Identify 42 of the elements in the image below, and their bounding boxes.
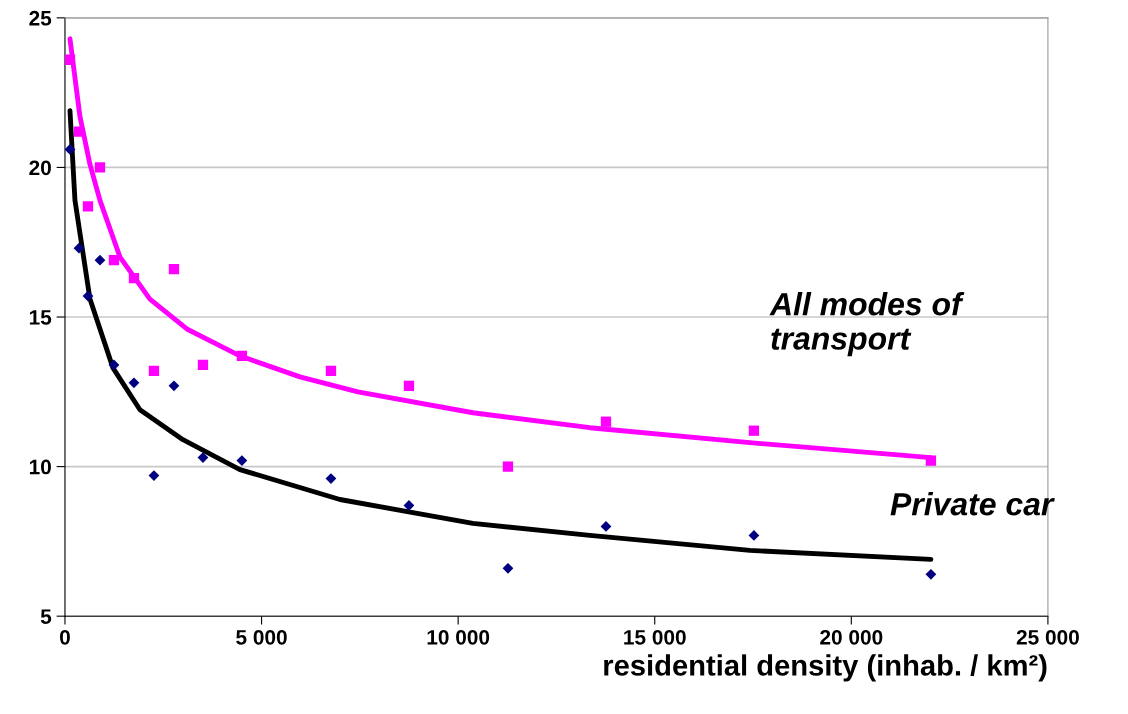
point xyxy=(748,530,760,541)
point xyxy=(148,365,160,377)
x-tick-label: 20 000 xyxy=(820,629,883,645)
x-tick-label: 0 xyxy=(60,629,70,645)
y-tick-label: 15 xyxy=(29,310,52,325)
point xyxy=(403,380,415,391)
point xyxy=(197,452,209,463)
point xyxy=(502,461,514,472)
x-tick-label: 10 000 xyxy=(427,629,490,645)
point xyxy=(108,359,120,371)
y-tick-label: 10 xyxy=(29,459,51,475)
annotation: All modes of transport xyxy=(769,292,965,357)
point xyxy=(168,380,180,392)
point xyxy=(108,255,120,266)
x-tick-label: 25 000 xyxy=(1016,629,1079,645)
annotation: Private car xyxy=(890,492,1055,516)
point xyxy=(325,365,337,377)
y-tick-label: 5 xyxy=(40,609,52,624)
point xyxy=(148,470,160,481)
point xyxy=(236,350,248,362)
point xyxy=(600,416,612,427)
point xyxy=(94,162,106,173)
point xyxy=(73,126,85,137)
point xyxy=(925,455,937,466)
y-tick-label: 20 xyxy=(29,160,51,176)
x-axis-title: residential density (inhab. / km²) xyxy=(604,654,1047,682)
point xyxy=(168,264,180,275)
point xyxy=(82,290,94,302)
point xyxy=(82,201,94,212)
point xyxy=(197,359,209,371)
x-tick-label: 15 000 xyxy=(624,629,686,645)
point xyxy=(502,562,514,574)
point xyxy=(94,254,106,266)
point xyxy=(128,377,140,389)
y-tick-label: 25 xyxy=(29,10,52,26)
point xyxy=(925,568,937,580)
point xyxy=(128,272,140,284)
x-tick-label: 5 000 xyxy=(236,629,287,645)
point xyxy=(236,455,248,466)
point xyxy=(64,54,76,65)
point xyxy=(748,425,760,436)
point xyxy=(73,242,85,254)
